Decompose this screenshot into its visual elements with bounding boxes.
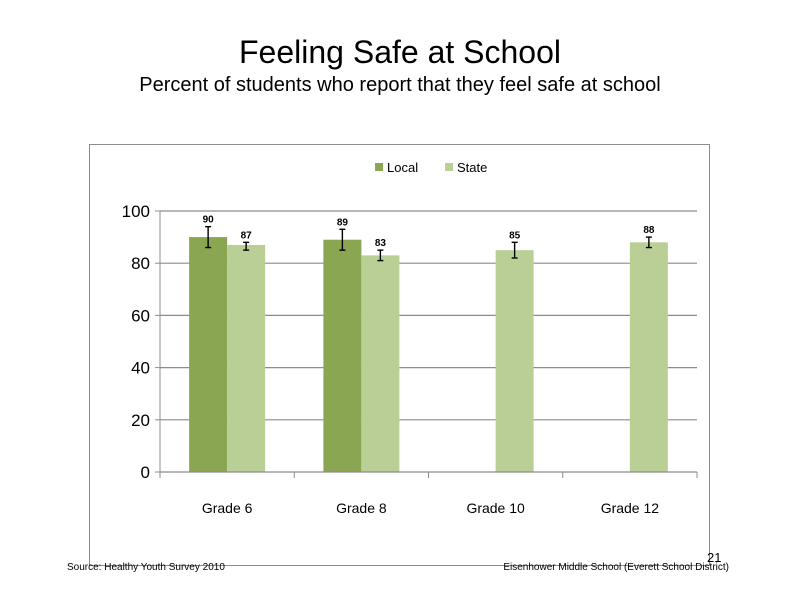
x-tick-label: Grade 6 — [202, 500, 253, 516]
y-tick-label: 40 — [131, 359, 150, 378]
legend-label-state: State — [457, 160, 487, 175]
legend-swatch-local — [375, 163, 383, 171]
bar-state — [629, 242, 668, 472]
legend-swatch-state — [445, 163, 453, 171]
y-tick-label: 80 — [131, 254, 150, 273]
slide-title: Feeling Safe at School — [239, 34, 561, 70]
data-label: 85 — [509, 230, 521, 241]
y-tick-label: 0 — [141, 463, 150, 482]
bar-local — [323, 239, 362, 472]
bar-state — [361, 255, 400, 472]
slide-subtitle: Percent of students who report that they… — [139, 74, 661, 96]
data-label: 89 — [337, 217, 349, 228]
x-tick-label: Grade 8 — [336, 500, 387, 516]
page-number: 21 — [707, 550, 722, 565]
data-label: 88 — [643, 225, 655, 236]
chart-frame: 0 20 40 60 80 100 90 87 89 83 85 88 Grade 6 Grade 8 Gr… — [89, 144, 710, 566]
bar-state — [227, 244, 266, 472]
y-tick-label: 20 — [131, 411, 150, 430]
x-tick-label: Grade 12 — [601, 500, 660, 516]
source-note: Source: Healthy Youth Survey 2010 — [67, 562, 225, 573]
x-tick-label: Grade 10 — [466, 500, 525, 516]
data-label: 87 — [241, 230, 253, 241]
y-tick-label: 100 — [122, 202, 150, 221]
y-tick-label: 60 — [131, 306, 150, 325]
school-name: Eisenhower Middle School (Everett School… — [503, 562, 729, 573]
data-label: 83 — [375, 238, 387, 249]
bar-local — [189, 237, 228, 472]
bar-chart: 0 20 40 60 80 100 90 87 89 83 85 88 Grade 6 Grade 8 Gr… — [122, 160, 698, 516]
legend-label-local: Local — [387, 160, 418, 175]
data-label: 90 — [203, 215, 215, 226]
bar-state — [495, 250, 534, 472]
